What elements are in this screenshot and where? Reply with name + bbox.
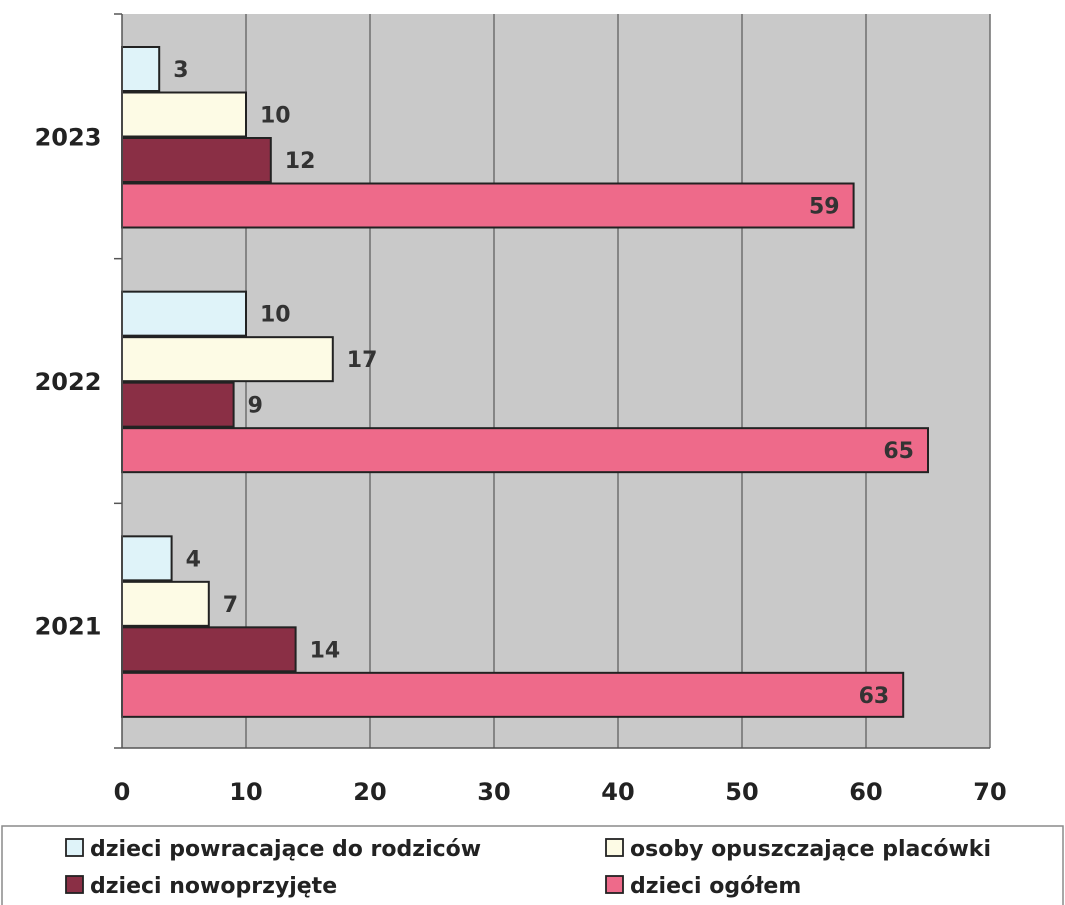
category-label: 2021 (35, 613, 102, 641)
bar (121, 46, 161, 92)
x-tick-label: 30 (477, 778, 510, 806)
x-tick-label: 70 (973, 778, 1006, 806)
category-label: 2023 (35, 123, 102, 151)
legend-swatch (605, 875, 624, 894)
data-label: 4 (186, 547, 201, 572)
axes: 0 10 20 30 40 50 60 70 2021 2022 2023 (35, 13, 1007, 806)
x-tick-label: 50 (725, 778, 758, 806)
data-label: 7 (223, 593, 238, 618)
x-tick-label: 60 (849, 778, 882, 806)
data-label: 63 (859, 684, 890, 709)
data-label: 10 (260, 104, 291, 129)
bar (121, 580, 210, 627)
data-label: 12 (285, 149, 316, 174)
legend-swatch (65, 838, 84, 857)
x-tick-label: 0 (114, 778, 131, 806)
legend-swatch (605, 838, 624, 857)
bars: 47 14 63 10 17 9 65 3 10 12 59 (121, 46, 929, 718)
data-label: 10 (260, 303, 291, 328)
legend-swatch (65, 875, 84, 894)
legend: dzieci powracające do rodziców osoby opus… (1, 825, 1064, 905)
x-tick-label: 20 (353, 778, 386, 806)
bar (121, 137, 272, 183)
legend-box (1, 825, 1064, 905)
bar (121, 626, 297, 673)
bar (121, 91, 247, 138)
bar (121, 427, 929, 474)
legend-label: dzieci powracające do rodziców (90, 837, 481, 862)
data-label: 65 (883, 439, 914, 464)
bar (121, 182, 855, 229)
legend-label: osoby opuszczające placówki (630, 837, 991, 862)
data-label: 3 (173, 58, 188, 83)
legend-label: dzieci nowoprzyjęte (90, 874, 337, 899)
data-label: 17 (347, 348, 378, 373)
category-label: 2022 (35, 368, 102, 396)
bar (121, 535, 173, 582)
legend-label: dzieci ogółem (630, 874, 801, 899)
bar (121, 290, 247, 337)
data-label: 14 (310, 638, 341, 663)
data-label: 9 (248, 394, 263, 419)
data-label: 59 (809, 195, 840, 220)
bar (121, 381, 235, 428)
bar (121, 336, 334, 383)
x-tick-label: 10 (229, 778, 262, 806)
x-tick-label: 40 (601, 778, 634, 806)
bar (121, 671, 905, 718)
